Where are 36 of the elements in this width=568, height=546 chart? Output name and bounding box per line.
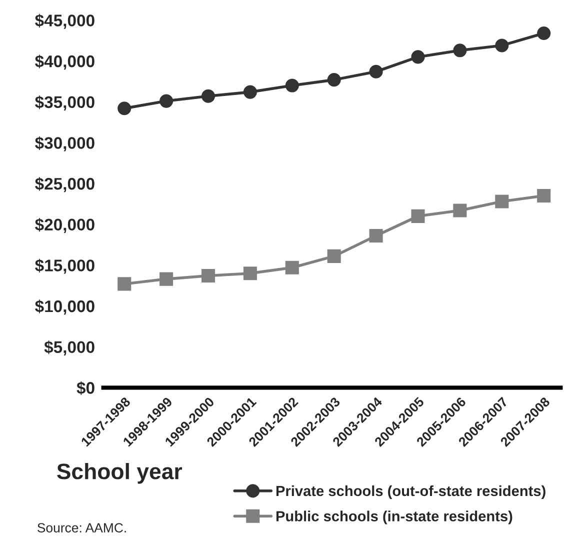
point <box>411 209 425 223</box>
point <box>201 89 216 103</box>
point <box>160 272 174 286</box>
point <box>243 266 257 280</box>
point <box>243 85 257 99</box>
point <box>453 44 467 58</box>
legend-label: Public schools (in-state residents) <box>276 510 512 524</box>
y-tick-label: $15,000 <box>35 258 94 274</box>
source-note: Source: AAMC. <box>38 523 126 532</box>
point <box>495 38 509 52</box>
y-tick-label: $30,000 <box>35 136 94 152</box>
point <box>285 78 299 92</box>
point <box>201 269 216 283</box>
point <box>411 50 425 64</box>
y-tick-label: $25,000 <box>35 177 94 192</box>
point <box>327 249 341 263</box>
point <box>453 204 467 218</box>
point <box>369 64 383 78</box>
y-tick-label: $40,000 <box>35 54 94 70</box>
point <box>495 194 509 208</box>
point <box>285 260 299 274</box>
point <box>537 26 551 40</box>
point <box>327 73 341 87</box>
y-tick-label: $0 <box>76 381 94 395</box>
point <box>160 94 174 108</box>
y-tick-label: $45,000 <box>35 14 94 29</box>
point <box>537 188 551 203</box>
legend-label: Private schools (out-of-state residents) <box>276 485 546 500</box>
y-tick-label: $10,000 <box>35 300 94 315</box>
point <box>369 229 383 243</box>
y-tick-label: $5,000 <box>44 340 94 356</box>
point <box>118 277 132 291</box>
point <box>118 102 132 116</box>
y-tick-label: $35,000 <box>35 96 94 110</box>
x-axis-title: School year <box>57 462 182 484</box>
y-tick-label: $20,000 <box>35 218 94 233</box>
